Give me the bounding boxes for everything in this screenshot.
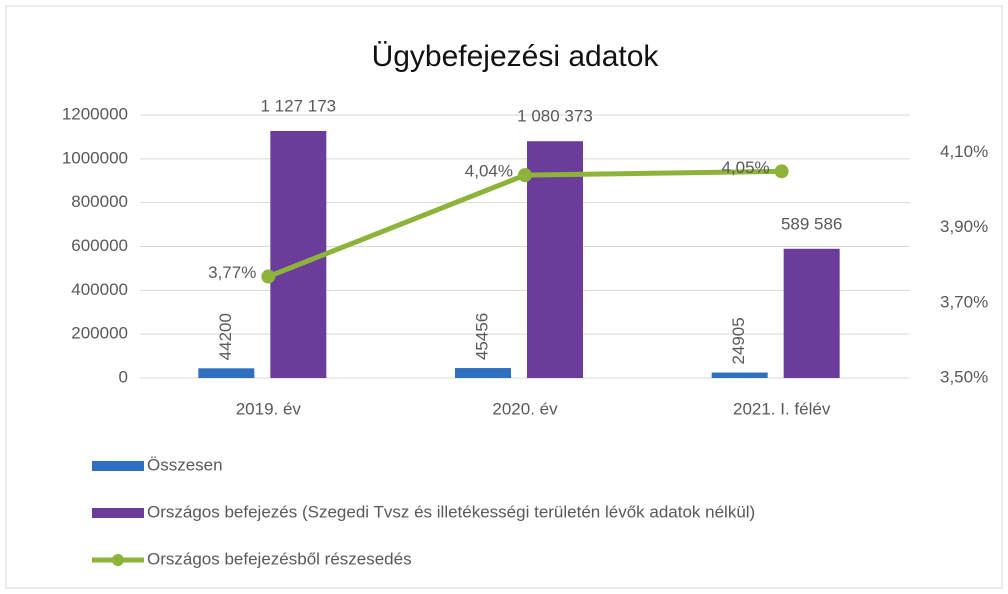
data-label: 44200 — [216, 313, 235, 360]
bar — [198, 368, 255, 378]
y2-tick-label: 3,90% — [940, 217, 988, 236]
legend-label: Összesen — [147, 455, 223, 474]
bar — [711, 372, 768, 378]
y2-tick-label: 4,10% — [940, 142, 988, 161]
legend-swatch — [92, 461, 144, 471]
data-label: 45456 — [472, 313, 491, 360]
data-label: 24905 — [729, 317, 748, 364]
line-point — [774, 164, 789, 179]
y-tick-label: 400000 — [71, 280, 128, 299]
chart-title: Ügybefejezési adatok — [372, 40, 660, 73]
y-tick-label: 1200000 — [62, 104, 128, 123]
line-point — [261, 269, 276, 284]
bar — [527, 141, 583, 378]
data-label: 1 080 373 — [517, 107, 593, 126]
bar — [783, 248, 840, 378]
y-tick-label: 1000000 — [62, 148, 128, 167]
data-label: 1 127 173 — [261, 96, 337, 115]
y-tick-label: 800000 — [71, 192, 128, 211]
data-label: 4,05% — [721, 158, 769, 177]
x-tick-label: 2019. év — [236, 399, 302, 418]
legend-label: Országos befejezésből részesedés — [147, 549, 412, 568]
bar — [455, 368, 511, 378]
chart-frame — [5, 5, 1003, 589]
y-tick-label: 0 — [119, 367, 128, 386]
y-tick-label: 200000 — [71, 324, 128, 343]
y2-tick-label: 3,50% — [940, 367, 988, 386]
line-point — [518, 168, 532, 183]
legend-swatch — [92, 508, 144, 518]
y2-tick-label: 3,70% — [940, 292, 988, 311]
legend-label: Országos befejezés (Szegedi Tvsz és ille… — [147, 502, 755, 521]
y-tick-label: 600000 — [71, 236, 128, 255]
x-tick-label: 2021. I. félév — [733, 399, 831, 418]
data-label: 4,04% — [465, 162, 513, 181]
legend-marker — [112, 554, 124, 566]
data-label: 3,77% — [208, 263, 256, 282]
bar — [270, 130, 327, 378]
x-tick-label: 2020. év — [492, 399, 558, 418]
data-label: 589 586 — [781, 214, 842, 233]
